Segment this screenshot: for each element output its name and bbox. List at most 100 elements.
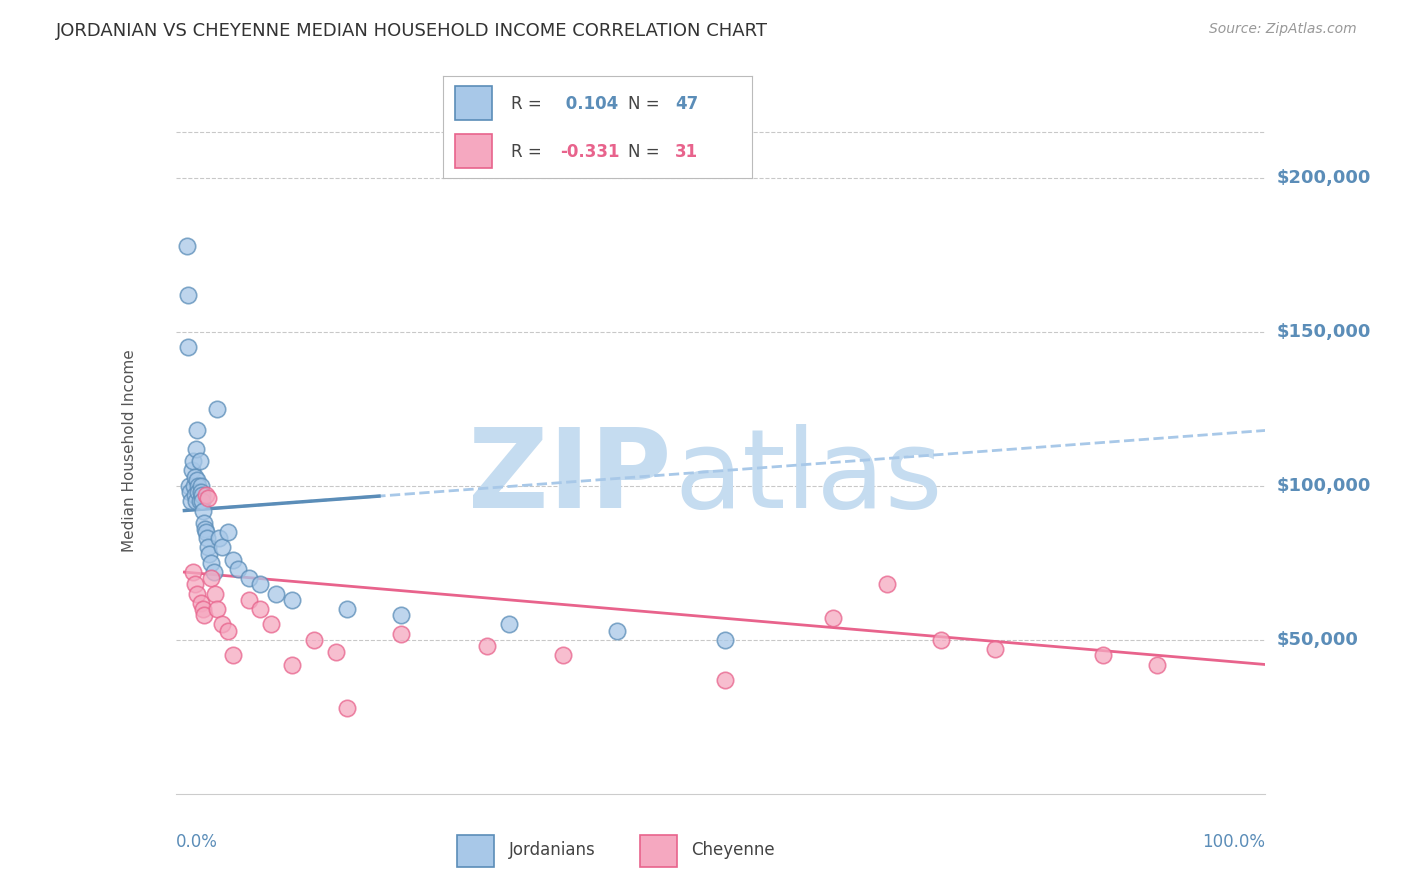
Point: [281, 592, 304, 607]
Point: [335, 602, 357, 616]
Text: -0.331: -0.331: [561, 143, 620, 161]
Point: [176, 288, 198, 302]
Text: atlas: atlas: [675, 425, 943, 532]
Point: [195, 525, 218, 540]
Point: [217, 525, 239, 540]
Point: [181, 565, 204, 579]
Text: N =: N =: [628, 95, 659, 112]
Point: [176, 238, 198, 252]
Point: [191, 602, 214, 616]
Point: [204, 587, 226, 601]
Point: [714, 632, 737, 647]
Point: [194, 522, 217, 536]
Point: [249, 577, 271, 591]
Point: [186, 424, 208, 438]
Text: 100.0%: 100.0%: [1202, 833, 1265, 851]
Text: $50,000: $50,000: [1277, 631, 1358, 648]
Point: [187, 479, 209, 493]
Point: [266, 587, 288, 601]
Text: Source: ZipAtlas.com: Source: ZipAtlas.com: [1209, 22, 1357, 37]
Point: [205, 602, 228, 616]
Text: Jordanians: Jordanians: [509, 840, 595, 859]
Point: [1092, 648, 1115, 663]
Point: [186, 442, 208, 456]
Point: [190, 479, 212, 493]
Text: $100,000: $100,000: [1277, 477, 1371, 495]
Point: [222, 553, 245, 567]
Point: [202, 565, 225, 579]
Point: [606, 624, 628, 638]
Bar: [456, 135, 492, 168]
Point: [238, 592, 260, 607]
Point: [193, 516, 215, 530]
Point: [821, 611, 844, 625]
Point: [260, 617, 283, 632]
Text: Median Household Income: Median Household Income: [122, 349, 138, 552]
Point: [197, 491, 219, 506]
Point: [184, 469, 207, 483]
Point: [190, 485, 212, 500]
Point: [208, 531, 231, 545]
Point: [1146, 657, 1168, 672]
Text: R =: R =: [510, 95, 541, 112]
Text: Cheyenne: Cheyenne: [692, 840, 775, 859]
Text: 47: 47: [675, 95, 699, 112]
Bar: [640, 835, 676, 867]
Point: [211, 617, 233, 632]
Point: [205, 401, 228, 416]
Point: [200, 571, 222, 585]
Point: [195, 488, 218, 502]
Point: [180, 494, 202, 508]
Point: [714, 673, 737, 687]
Text: JORDANIAN VS CHEYENNE MEDIAN HOUSEHOLD INCOME CORRELATION CHART: JORDANIAN VS CHEYENNE MEDIAN HOUSEHOLD I…: [56, 22, 768, 40]
Point: [186, 587, 208, 601]
Point: [475, 639, 498, 653]
Point: [177, 479, 200, 493]
Text: R =: R =: [510, 143, 541, 161]
Text: $200,000: $200,000: [1277, 169, 1371, 187]
Text: 0.0%: 0.0%: [176, 833, 218, 851]
Point: [198, 547, 221, 561]
Point: [302, 632, 325, 647]
Point: [186, 494, 208, 508]
Point: [188, 454, 211, 468]
Point: [876, 577, 898, 591]
Point: [217, 624, 239, 638]
Point: [188, 494, 211, 508]
Point: [389, 626, 412, 640]
Point: [222, 648, 245, 663]
Text: ZIP: ZIP: [468, 425, 672, 532]
Point: [551, 648, 574, 663]
Point: [190, 488, 212, 502]
Point: [498, 617, 520, 632]
Point: [228, 562, 250, 576]
Point: [186, 473, 208, 487]
Text: $150,000: $150,000: [1277, 323, 1371, 341]
Point: [238, 571, 260, 585]
Point: [176, 340, 198, 354]
Point: [187, 485, 209, 500]
Bar: [457, 835, 494, 867]
Point: [181, 463, 204, 477]
Point: [191, 503, 214, 517]
Point: [929, 632, 952, 647]
Point: [200, 556, 222, 570]
Point: [190, 494, 212, 508]
Point: [195, 531, 218, 545]
Point: [179, 485, 201, 500]
Point: [249, 602, 271, 616]
Bar: [456, 87, 492, 120]
Point: [211, 541, 233, 555]
Point: [184, 577, 207, 591]
Point: [984, 642, 1007, 657]
Point: [281, 657, 304, 672]
Point: [325, 645, 347, 659]
Point: [193, 608, 215, 623]
Point: [335, 700, 357, 714]
Text: 0.104: 0.104: [561, 95, 619, 112]
Point: [181, 454, 204, 468]
Point: [183, 479, 205, 493]
Point: [190, 596, 212, 610]
Point: [197, 541, 219, 555]
Point: [389, 608, 412, 623]
